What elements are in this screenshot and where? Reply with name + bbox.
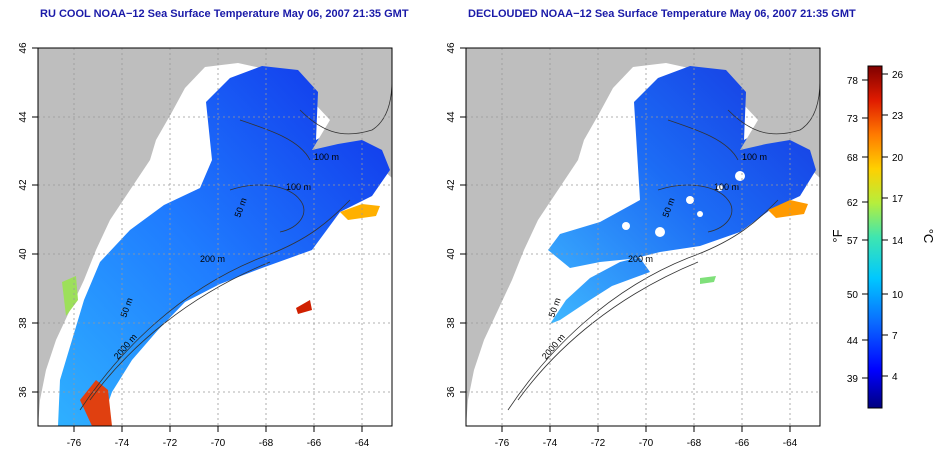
- gulf-stream-warm: [80, 380, 112, 426]
- x-axis: [501, 426, 791, 432]
- celsius-tick-label: 20: [892, 153, 904, 164]
- x-tick-label: -66: [307, 438, 322, 449]
- contour-label: 100 m: [742, 152, 767, 162]
- y-tick-label: 42: [446, 179, 457, 191]
- y-tick-label: 40: [18, 248, 29, 260]
- celsius-tick-label: 23: [892, 111, 904, 122]
- y-axis: [460, 47, 466, 393]
- right-map-title: DECLOUDED NOAA−12 Sea Surface Temperatur…: [468, 8, 856, 20]
- y-tick-label: 46: [446, 42, 457, 54]
- fahrenheit-tick-label: 50: [847, 290, 859, 301]
- colorbar-gradient: [867, 65, 883, 409]
- left-map-title: RU COOL NOAA−12 Sea Surface Temperature …: [40, 8, 409, 20]
- map-grid: [38, 48, 392, 426]
- map-frame: [465, 47, 821, 427]
- fahrenheit-unit-label: °F: [830, 229, 845, 242]
- bathymetry-contours: [507, 79, 821, 411]
- x-tick-label: -74: [115, 438, 130, 449]
- celsius-tick-label: 14: [892, 236, 904, 247]
- y-tick-label: 38: [18, 317, 29, 329]
- fahrenheit-tick-label: 39: [847, 374, 859, 385]
- shelf-green-patch: [62, 276, 78, 316]
- contour-label: 100 m: [714, 182, 739, 192]
- x-tick-label: -68: [687, 438, 702, 449]
- x-tick-label: -76: [495, 438, 510, 449]
- celsius-tick-label: 7: [892, 331, 898, 342]
- celsius-tick-label: 10: [892, 290, 904, 301]
- nova-scotia-land: [740, 80, 820, 150]
- x-tick-label: -72: [163, 438, 178, 449]
- green-patch: [700, 276, 716, 284]
- contour-label: 100 m: [314, 152, 339, 162]
- contour-label: 200 m: [628, 254, 653, 264]
- temperature-colorbar: 78 73 68 62 57 50 44 39 26 23 20 17 14 1…: [830, 65, 936, 409]
- map-frame: [37, 47, 393, 427]
- y-tick-label: 44: [446, 111, 457, 123]
- fahrenheit-tick-label: 78: [847, 76, 859, 87]
- x-tick-label: -70: [211, 438, 226, 449]
- fahrenheit-tick-label: 68: [847, 153, 859, 164]
- fahrenheit-tick-label: 57: [847, 236, 859, 247]
- x-tick-label: -74: [543, 438, 558, 449]
- map-grid: [466, 48, 820, 426]
- fahrenheit-tick-label: 62: [847, 198, 859, 209]
- x-tick-label: -76: [67, 438, 82, 449]
- y-tick-label: 44: [18, 111, 29, 123]
- y-tick-label: 36: [18, 386, 29, 398]
- x-axis: [73, 426, 363, 432]
- x-tick-label: -64: [355, 438, 370, 449]
- y-axis: [32, 47, 38, 393]
- y-tick-label: 42: [18, 179, 29, 191]
- cloud-gaps: [622, 171, 745, 237]
- x-tick-label: -68: [259, 438, 274, 449]
- contour-label: 200 m: [200, 254, 225, 264]
- contour-label: 100 m: [286, 182, 311, 192]
- x-tick-label: -64: [783, 438, 798, 449]
- y-tick-label: 40: [446, 248, 457, 260]
- fahrenheit-tick-label: 44: [847, 336, 859, 347]
- right-map-panel: 100 m 100 m 50 m 200 m 50 m 2000 m -76 -…: [446, 42, 821, 449]
- celsius-tick-label: 26: [892, 70, 904, 81]
- land-mass: [38, 48, 392, 426]
- x-tick-label: -70: [639, 438, 654, 449]
- y-tick-label: 38: [446, 317, 457, 329]
- left-map-panel: 100 m 100 m 50 m 200 m 50 m 2000 m -76 -…: [18, 42, 393, 449]
- x-tick-label: -66: [735, 438, 750, 449]
- fahrenheit-tick-label: 73: [847, 114, 859, 125]
- warm-eddy: [340, 204, 380, 220]
- y-tick-label: 36: [446, 386, 457, 398]
- celsius-unit-label: °C: [921, 229, 936, 244]
- warm-eddy: [768, 200, 808, 218]
- fahrenheit-ticks: [862, 79, 868, 379]
- y-tick-label: 46: [18, 42, 29, 54]
- celsius-tick-label: 4: [892, 372, 898, 383]
- x-tick-label: -72: [591, 438, 606, 449]
- sst-water-region: [548, 66, 816, 324]
- land-mass: [466, 48, 820, 426]
- celsius-tick-label: 17: [892, 194, 904, 205]
- celsius-ticks: [882, 73, 888, 377]
- warm-patch: [296, 300, 312, 314]
- nova-scotia-land: [312, 80, 392, 150]
